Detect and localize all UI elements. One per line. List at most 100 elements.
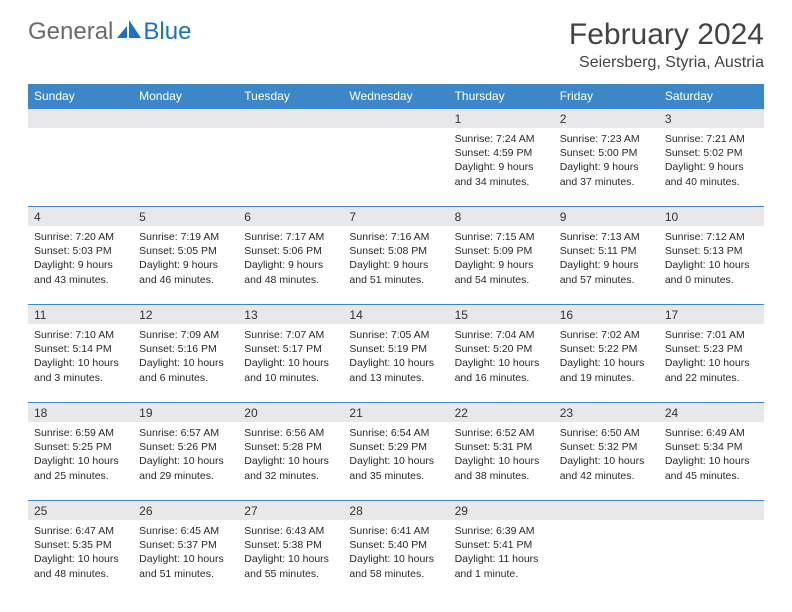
- daylight-text: Daylight: 10 hours and 16 minutes.: [455, 356, 548, 384]
- location: Seiersberg, Styria, Austria: [569, 54, 764, 72]
- sunset-text: Sunset: 5:08 PM: [349, 244, 442, 258]
- sunset-text: Sunset: 5:13 PM: [665, 244, 758, 258]
- day-number: 18: [28, 403, 133, 422]
- day-number: 15: [449, 305, 554, 324]
- sunset-text: Sunset: 5:26 PM: [139, 440, 232, 454]
- sunrise-text: Sunrise: 7:13 AM: [560, 230, 653, 244]
- day-cell: Sunrise: 7:21 AMSunset: 5:02 PMDaylight:…: [659, 128, 764, 206]
- sunset-text: Sunset: 5:02 PM: [665, 146, 758, 160]
- sunrise-text: Sunrise: 6:52 AM: [455, 426, 548, 440]
- day-number: 6: [238, 207, 343, 226]
- day-number: 7: [343, 207, 448, 226]
- sunrise-text: Sunrise: 7:05 AM: [349, 328, 442, 342]
- daylight-text: Daylight: 10 hours and 13 minutes.: [349, 356, 442, 384]
- day-cell: Sunrise: 7:10 AMSunset: 5:14 PMDaylight:…: [28, 324, 133, 402]
- day-number: 17: [659, 305, 764, 324]
- day-cell: [343, 128, 448, 206]
- daylight-text: Daylight: 9 hours and 43 minutes.: [34, 258, 127, 286]
- sunrise-text: Sunrise: 7:09 AM: [139, 328, 232, 342]
- daylight-text: Daylight: 10 hours and 58 minutes.: [349, 552, 442, 580]
- day-number: 26: [133, 501, 238, 520]
- day-header: Friday: [554, 84, 659, 108]
- day-header: Sunday: [28, 84, 133, 108]
- daylight-text: Daylight: 10 hours and 55 minutes.: [244, 552, 337, 580]
- day-number: 14: [343, 305, 448, 324]
- day-number: 28: [343, 501, 448, 520]
- day-cell: [133, 128, 238, 206]
- day-number: 23: [554, 403, 659, 422]
- daylight-text: Daylight: 10 hours and 38 minutes.: [455, 454, 548, 482]
- week-row: Sunrise: 6:47 AMSunset: 5:35 PM Daylight:…: [28, 520, 764, 598]
- day-cell: Sunrise: 6:49 AMSunset: 5:34 PMDaylight:…: [659, 422, 764, 500]
- week-row: Sunrise: 6:59 AMSunset: 5:25 PMDaylight:…: [28, 422, 764, 500]
- daylight-text: Daylight: 11 hours and 1 minute.: [455, 552, 548, 580]
- daylight-text: Daylight: 10 hours and 3 minutes.: [34, 356, 127, 384]
- day-cell: Sunrise: 6:57 AMSunset: 5:26 PMDaylight:…: [133, 422, 238, 500]
- day-cell: Sunrise: 6:52 AMSunset: 5:31 PMDaylight:…: [449, 422, 554, 500]
- day-number: 27: [238, 501, 343, 520]
- day-cell: Sunrise: 7:12 AMSunset: 5:13 PMDaylight:…: [659, 226, 764, 304]
- sunset-text: Sunset: 5:20 PM: [455, 342, 548, 356]
- daylight-text: Daylight: 10 hours and 29 minutes.: [139, 454, 232, 482]
- day-number: 22: [449, 403, 554, 422]
- sunrise-text: Sunrise: 6:43 AM: [244, 524, 337, 538]
- day-cell: Sunrise: 7:13 AMSunset: 5:11 PMDaylight:…: [554, 226, 659, 304]
- sunrise-text: Sunrise: 6:49 AM: [665, 426, 758, 440]
- daylight-text: Daylight: 10 hours and 32 minutes.: [244, 454, 337, 482]
- sunset-text: Sunset: 5:38 PM: [244, 538, 337, 552]
- sunset-text: Sunset: 5:05 PM: [139, 244, 232, 258]
- day-cell: Sunrise: 7:17 AMSunset: 5:06 PMDaylight:…: [238, 226, 343, 304]
- daylight-text: Daylight: 10 hours and 25 minutes.: [34, 454, 127, 482]
- sunset-text: Sunset: 5:03 PM: [34, 244, 127, 258]
- sunrise-text: Sunrise: 7:02 AM: [560, 328, 653, 342]
- day-cell: Sunrise: 7:16 AMSunset: 5:08 PMDaylight:…: [343, 226, 448, 304]
- sunset-text: Sunset: 5:06 PM: [244, 244, 337, 258]
- sunrise-text: Sunrise: 6:59 AM: [34, 426, 127, 440]
- day-cell: [659, 520, 764, 598]
- day-cell: Sunrise: 6:56 AMSunset: 5:28 PMDaylight:…: [238, 422, 343, 500]
- day-number: 9: [554, 207, 659, 226]
- day-number: 29: [449, 501, 554, 520]
- day-cell: Sunrise: 6:45 AMSunset: 5:37 PMDaylight:…: [133, 520, 238, 598]
- day-cell: Sunrise: 7:19 AMSunset: 5:05 PMDaylight:…: [133, 226, 238, 304]
- day-cell: Sunrise: 6:59 AMSunset: 5:25 PMDaylight:…: [28, 422, 133, 500]
- sunset-text: Sunset: 5:31 PM: [455, 440, 548, 454]
- calendar: Sunday Monday Tuesday Wednesday Thursday…: [28, 84, 764, 598]
- day-number: 3: [659, 109, 764, 128]
- daylight-text: Daylight: 9 hours and 40 minutes.: [665, 160, 758, 188]
- day-header: Thursday: [449, 84, 554, 108]
- brand-part2: Blue: [143, 18, 191, 46]
- day-number: 16: [554, 305, 659, 324]
- sunrise-text: Sunrise: 6:39 AM: [455, 524, 548, 538]
- day-number: 5: [133, 207, 238, 226]
- day-number: 21: [343, 403, 448, 422]
- daylight-text: Daylight: 9 hours and 34 minutes.: [455, 160, 548, 188]
- day-cell: Sunrise: 7:02 AMSunset: 5:22 PMDaylight:…: [554, 324, 659, 402]
- sunrise-text: Sunrise: 7:15 AM: [455, 230, 548, 244]
- page-title: February 2024: [569, 18, 764, 52]
- day-number: 2: [554, 109, 659, 128]
- day-header: Tuesday: [238, 84, 343, 108]
- header: General Blue February 2024 Seiersberg, S…: [28, 18, 764, 72]
- day-cell: Sunrise: 7:23 AMSunset: 5:00 PMDaylight:…: [554, 128, 659, 206]
- sunset-text: Sunset: 5:32 PM: [560, 440, 653, 454]
- daylight-text: Daylight: 10 hours and 10 minutes.: [244, 356, 337, 384]
- day-cell: [238, 128, 343, 206]
- sunrise-text: Sunrise: 7:12 AM: [665, 230, 758, 244]
- day-cell: Sunrise: 6:50 AMSunset: 5:32 PMDaylight:…: [554, 422, 659, 500]
- day-number: 25: [28, 501, 133, 520]
- sunset-text: Sunset: 5:35 PM: [34, 538, 127, 552]
- sunset-text: Sunset: 5:00 PM: [560, 146, 653, 160]
- week-row: Sunrise: 7:20 AMSunset: 5:03 PMDaylight:…: [28, 226, 764, 304]
- sunrise-text: Sunrise: 6:47 AM: [34, 524, 127, 538]
- sunset-text: Sunset: 5:25 PM: [34, 440, 127, 454]
- daylight-text: Daylight: 9 hours and 37 minutes.: [560, 160, 653, 188]
- sunrise-text: Sunrise: 7:16 AM: [349, 230, 442, 244]
- sunrise-text: Sunrise: 7:23 AM: [560, 132, 653, 146]
- sunset-text: Sunset: 5:34 PM: [665, 440, 758, 454]
- day-cell: Sunrise: 6:39 AMSunset: 5:41 PMDaylight:…: [449, 520, 554, 598]
- day-number: [238, 109, 343, 128]
- sunrise-text: Sunrise: 7:17 AM: [244, 230, 337, 244]
- day-number: 20: [238, 403, 343, 422]
- day-cell: Sunrise: 6:41 AMSunset: 5:40 PMDaylight:…: [343, 520, 448, 598]
